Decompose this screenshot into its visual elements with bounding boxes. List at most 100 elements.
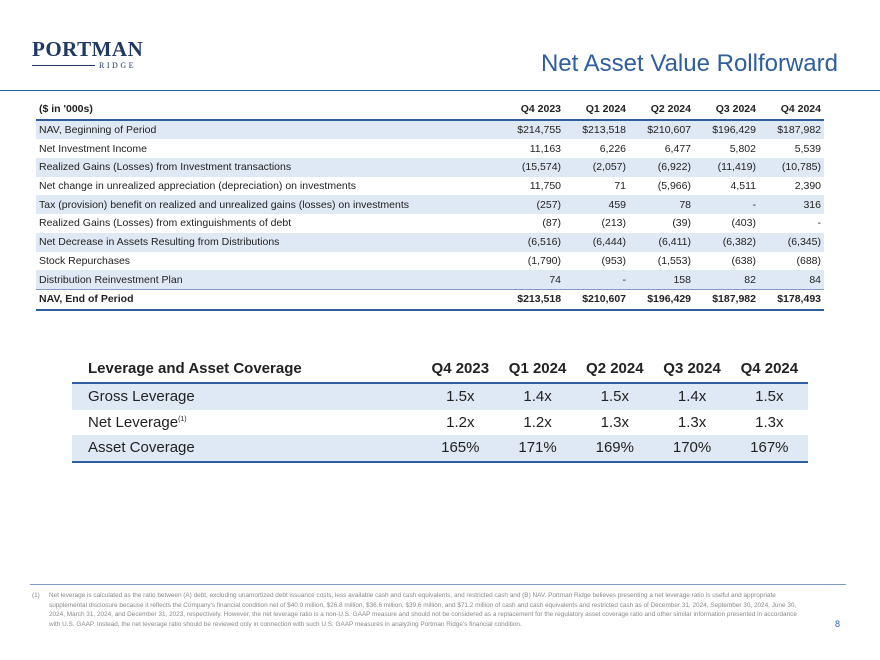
nav-cell-value: $187,982 — [758, 119, 824, 140]
nav-cell-value: (6,411) — [629, 232, 694, 252]
nav-cell-value: (257) — [499, 195, 565, 215]
nav-cell-value: (6,345) — [758, 232, 824, 252]
nav-row-label: Realized Gains (Losses) from Investment … — [36, 158, 500, 177]
nav-cell-value: (5,966) — [657, 180, 691, 193]
leverage-cell-value: 1.3x — [677, 413, 707, 431]
nav-row-label: NAV, Beginning of Period — [36, 119, 500, 140]
nav-cell-value: 74 — [499, 270, 565, 290]
nav-column-header: Q1 2024 — [564, 100, 630, 121]
leverage-column-header: Q4 2023 — [421, 354, 499, 384]
nav-cell-value: (6,922) — [629, 158, 694, 177]
nav-column-header: Q3 2024 — [694, 100, 759, 121]
leverage-row-label: Asset Coverage — [88, 439, 195, 457]
nav-cell-value: 71 — [614, 180, 627, 193]
nav-cell-value: - — [817, 217, 822, 230]
nav-row-label: Net change in unrealized appreciation (d… — [39, 180, 356, 193]
footnote-text: Net leverage is calculated as the ratio … — [49, 592, 797, 629]
leverage-column-header: Q2 2024 — [576, 354, 654, 384]
nav-total-value: $210,607 — [564, 288, 630, 311]
leverage-cell-value: 1.5x — [576, 383, 654, 410]
nav-cell-value: (15,574) — [499, 158, 565, 177]
leverage-column-header: Q4 2024 — [730, 354, 808, 384]
nav-cell-value: 82 — [694, 270, 759, 290]
leverage-table-row: Asset Coverage 165% 171% 169% 170% 167% — [72, 435, 808, 463]
leverage-cell-value: 1.2x — [523, 413, 552, 431]
leverage-cell-value: 169% — [576, 435, 654, 463]
nav-cell-value: $196,429 — [694, 119, 759, 140]
leverage-coverage-table: Leverage and Asset Coverage Q4 2023 Q1 202… — [72, 354, 808, 463]
nav-table-row: Net Investment Income 11,163 6,226 6,477 5,8… — [36, 139, 824, 158]
leverage-row-label: Net Leverage — [88, 413, 179, 431]
nav-total-value: $213,518 — [499, 288, 565, 311]
leverage-row-label-cell: Asset Coverage — [72, 435, 422, 463]
leverage-table-row: Gross Leverage 1.5x 1.4x 1.5x 1.4x 1.5x — [72, 383, 808, 410]
nav-cell-value: (688) — [796, 254, 821, 267]
nav-total-value: $196,429 — [629, 288, 694, 311]
leverage-row-label-cell: Gross Leverage — [72, 383, 422, 410]
nav-cell-value: (1,553) — [657, 254, 691, 267]
nav-cell-value: 316 — [758, 195, 824, 215]
nav-table-row: Realized Gains (Losses) from extinguishm… — [36, 214, 824, 233]
nav-cell-value: (6,382) — [694, 232, 759, 252]
nav-cell-value: $213,518 — [564, 119, 630, 140]
leverage-cell-value: 167% — [730, 435, 808, 463]
nav-table-row: Realized Gains (Losses) from Investment … — [36, 158, 824, 177]
nav-total-label: NAV, End of Period — [36, 288, 500, 311]
nav-cell-value: - — [694, 195, 759, 215]
leverage-cell-value: 171% — [498, 435, 577, 463]
nav-cell-value: 4,511 — [730, 180, 756, 193]
nav-column-header: Q4 2024 — [758, 100, 824, 121]
nav-rollforward-table: ($ in '000s) Q4 2023 Q1 2024 Q2 2024 Q3 2024… — [36, 100, 824, 311]
leverage-column-header: Q1 2024 — [498, 354, 577, 384]
nav-cell-value: (6,444) — [564, 232, 630, 252]
leverage-row-label: Gross Leverage — [88, 388, 195, 406]
nav-cell-value: (638) — [731, 254, 756, 267]
leverage-cell-value: 1.4x — [653, 383, 731, 410]
nav-cell-value: 11,750 — [529, 180, 562, 193]
leverage-cell-value: 1.5x — [421, 383, 499, 410]
nav-cell-value: 6,477 — [664, 142, 691, 155]
nav-row-label: Stock Repurchases — [39, 254, 131, 267]
nav-cell-value: (87) — [542, 217, 562, 230]
nav-cell-value: 6,226 — [599, 142, 627, 155]
nav-total-value: $187,982 — [694, 288, 759, 311]
nav-row-label: Net Decrease in Assets Resulting from Di… — [36, 232, 500, 252]
nav-cell-value: (1,790) — [527, 254, 562, 267]
page-number: 8 — [834, 619, 840, 629]
footer-divider — [30, 584, 846, 585]
nav-cell-value: $214,755 — [499, 119, 565, 140]
nav-cell-value: 158 — [629, 270, 694, 290]
nav-cell-value: $210,607 — [629, 119, 694, 140]
leverage-table-row: Net Leverage(1) 1.2x 1.2x 1.3x 1.3x 1.3x — [72, 410, 808, 436]
nav-cell-value: - — [564, 270, 630, 290]
leverage-column-header: Q3 2024 — [653, 354, 731, 384]
nav-cell-value: 5,539 — [794, 142, 821, 155]
nav-column-header: Q4 2023 — [499, 100, 565, 121]
logo-main-text: PORTMAN — [32, 37, 144, 61]
leverage-header-row: Leverage and Asset Coverage Q4 2023 Q1 202… — [72, 354, 808, 384]
nav-cell-value: 459 — [564, 195, 630, 215]
nav-table-row: Net Decrease in Assets Resulting from Di… — [36, 232, 824, 252]
nav-table-row: Net change in unrealized appreciation (d… — [36, 177, 824, 196]
leverage-cell-value: 1.2x — [446, 413, 475, 431]
footnote: (1) Net leverage is calculated as the ra… — [32, 591, 802, 630]
leverage-cell-value: 1.5x — [730, 383, 808, 410]
header-divider — [0, 90, 880, 91]
nav-row-label: Tax (provision) benefit on realized and … — [36, 195, 500, 215]
nav-total-value: $178,493 — [758, 288, 824, 311]
nav-table-row: Tax (provision) benefit on realized and … — [36, 195, 824, 215]
nav-cell-value: (403) — [731, 217, 756, 230]
logo-sub-text: RIDGE — [99, 61, 136, 70]
leverage-column-header: Leverage and Asset Coverage — [72, 354, 422, 384]
page-title: Net Asset Value Rollforward — [540, 50, 838, 77]
nav-cell-value: 11,163 — [529, 142, 562, 155]
footnote-reference: (1) — [178, 415, 187, 423]
nav-cell-value: (213) — [601, 217, 627, 230]
nav-table-row: NAV, Beginning of Period $214,755 $213,518… — [36, 119, 824, 140]
logo-rule — [32, 65, 96, 66]
nav-cell-value: (6,516) — [499, 232, 565, 252]
nav-cell-value: 2,390 — [794, 180, 821, 193]
nav-column-header: ($ in '000s) — [36, 100, 500, 121]
leverage-row-label-cell: Net Leverage(1) — [72, 410, 422, 436]
footnote-number: (1) — [32, 592, 40, 599]
